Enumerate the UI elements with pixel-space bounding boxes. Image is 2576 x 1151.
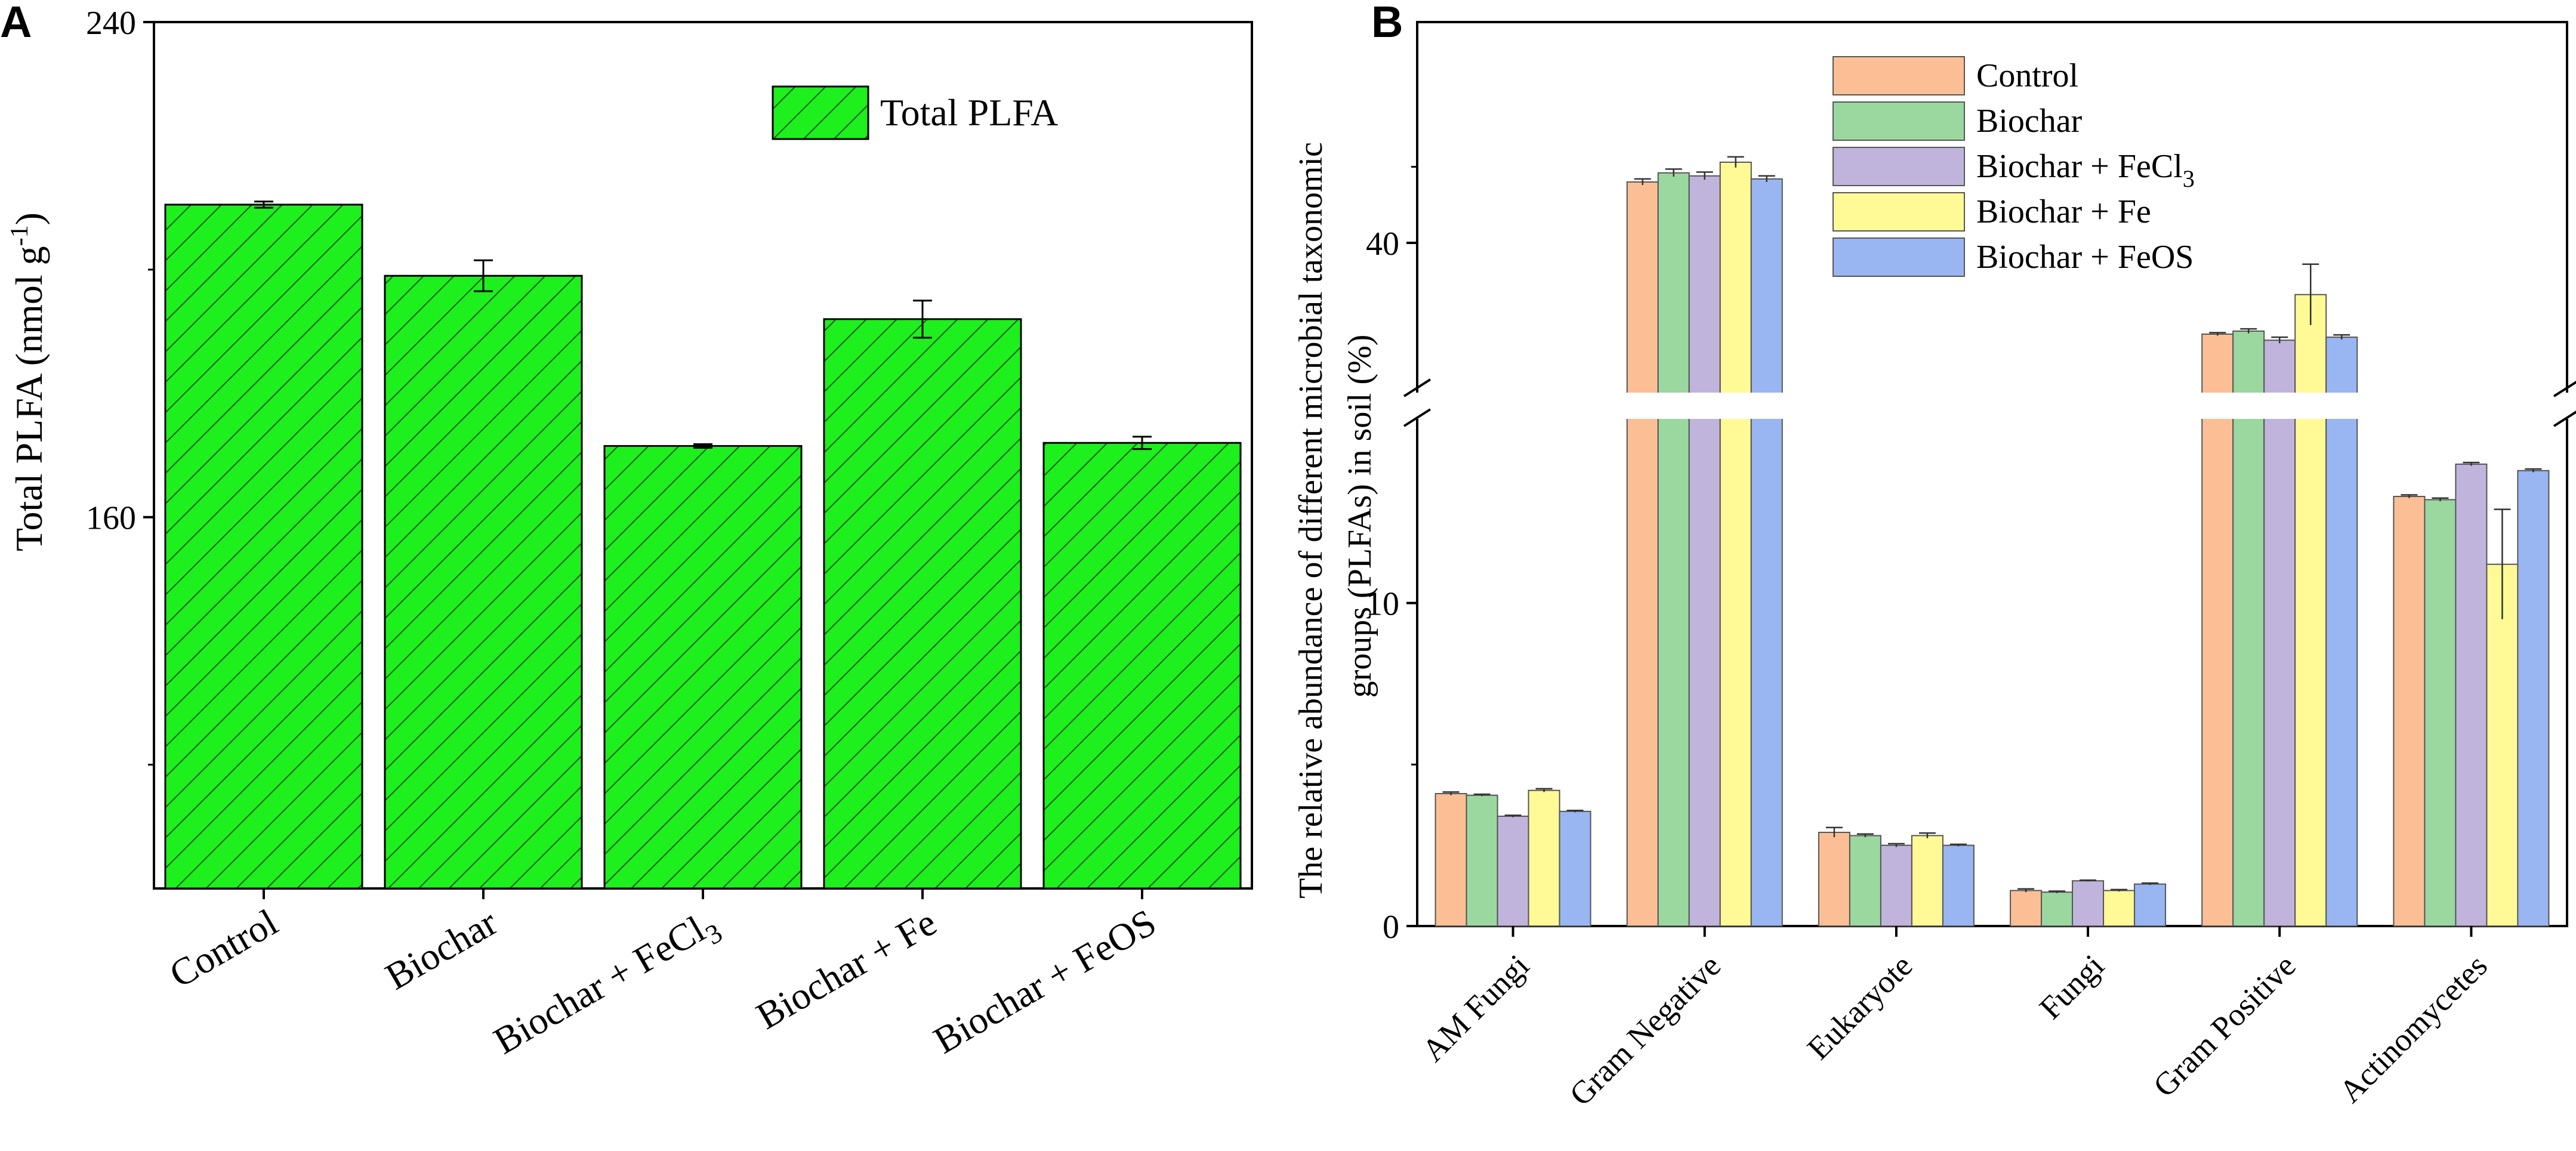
panel-b-bar-biochar — [1849, 835, 1881, 927]
panel-b-bar-biochar — [2424, 499, 2457, 927]
panel-b-bar-biochar — [1466, 794, 1498, 927]
panel-b-legend-swatch — [1832, 192, 1965, 232]
panel-b-x-tick-label: Gram Negative — [1563, 948, 1728, 1113]
panel-a-x-tick-label: Biochar + FeOS — [927, 901, 1163, 1062]
panel-a-x-tick-label: Biochar + Fe — [749, 901, 943, 1038]
panel-b-y-tick-label: 0 — [1383, 909, 1399, 946]
panel-b-axis-break-mark — [1403, 378, 1432, 397]
panel-b-x-tick-label: Eukaryote — [1800, 948, 1919, 1066]
panel-b-legend-label: Control — [1976, 57, 2078, 94]
panel-b-bar-biochar-feos — [2325, 337, 2358, 927]
panel-b-y-tick-label: 10 — [1366, 586, 1399, 623]
panel-b-legend-swatch — [1832, 56, 1965, 95]
panel-b-legend-label-text: Biochar + FeCl — [1976, 148, 2183, 185]
panel-b-legend-label-text: Control — [1976, 57, 2078, 94]
panel-b-legend-swatch — [1832, 237, 1965, 277]
panel-b-bar-biochar-fe — [2486, 563, 2519, 927]
panel-a-bar — [603, 445, 803, 890]
panel-a-x-tick-label: Biochar — [378, 901, 504, 998]
panel-b-legend-swatch — [1832, 147, 1965, 186]
panel-b-bar-biochar-fe — [2103, 890, 2136, 927]
panel-b-bar-biochar-fe — [1911, 835, 1943, 927]
panel-b-ylabel-line1: The relative abundance of different micr… — [1292, 142, 1329, 899]
panel-a-legend-label: Total PLFA — [880, 91, 1058, 134]
panel-b-chart: 0 10 40 AM Fungi Gram Negative Eukaryote Fungi… — [1366, 21, 2576, 1113]
panel-b-axis-break-mark — [1403, 408, 1432, 427]
panel-b-bar-biochar-fecl — [2455, 463, 2488, 927]
panel-b-bar-biochar-feos — [1942, 844, 1975, 927]
panel-b-bar-biochar-feos — [1559, 810, 1591, 927]
panel-a-ylabel-sup: -1 — [6, 225, 33, 246]
panel-a-y-tick-label: 160 — [86, 500, 136, 537]
panel-b-legend-label-text: Biochar + FeOS — [1976, 239, 2194, 276]
panel-b-legend-label: Biochar + Fe — [1976, 193, 2151, 230]
panel-b-bar-biochar-fe — [1528, 789, 1560, 927]
panel-a-legend-swatch — [772, 85, 869, 140]
panel-b-legend-label-text: Biochar + Fe — [1976, 193, 2151, 230]
panel-b-axis-break-band — [1393, 393, 2576, 419]
panel-a-y-tick-label: 240 — [86, 5, 136, 42]
panel-b-bar-biochar-fecl — [1688, 175, 1721, 927]
panel-b-bar-biochar-fecl — [1497, 815, 1529, 927]
panel-b-x-tick-label: Actinomycetes — [2332, 948, 2494, 1109]
panel-b-y-tick-label: 40 — [1366, 226, 1399, 263]
panel-b-bar-biochar — [1657, 172, 1690, 927]
panel-b-bar-control — [1434, 793, 1467, 927]
panel-a-bar — [823, 318, 1022, 890]
panel-b-letter: B — [1371, 0, 1403, 47]
panel-b-bar-biochar-feos — [2517, 470, 2550, 927]
panel-b-x-tick-label: Gram Positive — [2146, 948, 2303, 1104]
panel-a-x-tick-label-text: Biochar — [378, 901, 504, 998]
panel-b-legend-label: Biochar + FeCl3 — [1976, 148, 2195, 192]
panel-b-legend-label-subscript: 3 — [2183, 165, 2195, 192]
panel-b-bar-control — [1818, 832, 1850, 927]
panel-b-legend-label: Biochar — [1976, 103, 2083, 140]
panel-a-x-tick-label-text: Biochar + FeOS — [927, 901, 1163, 1062]
panel-b-x-tick-label: AM Fungi — [1415, 948, 1536, 1069]
panel-b-bar-biochar-fecl — [1880, 844, 1912, 927]
panel-a-letter: A — [0, 0, 32, 47]
panel-b-bar-biochar-fe — [1719, 161, 1752, 927]
panel-a-x-tick-label: Control — [162, 901, 285, 996]
panel-b-legend-label-text: Biochar — [1976, 103, 2083, 140]
panel-a-ylabel-end: ) — [8, 212, 50, 225]
panel-b-legend-label: Biochar + FeOS — [1976, 239, 2194, 276]
panel-b-legend-swatch — [1832, 101, 1965, 141]
panel-b-bar-biochar-fecl — [2263, 340, 2296, 927]
panel-b-bar-control — [1626, 181, 1659, 927]
panel-a-x-tick-label-text: Biochar + Fe — [749, 901, 943, 1038]
panel-a-bar — [164, 203, 363, 890]
panel-b-bar-control — [2201, 334, 2234, 927]
panel-a-bar — [1042, 442, 1242, 890]
panel-a-x-tick-label: Biochar + FeCl3 — [486, 901, 727, 1069]
panel-b-bar-control — [2010, 890, 2043, 927]
panel-a-x-tick-label-text: Control — [162, 901, 285, 996]
panel-b-bar-biochar-fecl — [2072, 880, 2105, 927]
panel-b-bar-biochar — [2232, 330, 2265, 927]
panel-a-ylabel-main: Total PLFA (nmol g — [8, 246, 50, 551]
panel-a-x-tick-label-text: Biochar + FeCl — [486, 908, 712, 1062]
panel-a-y-axis-title: Total PLFA (nmol g-1) — [6, 212, 50, 551]
panel-b-bar-biochar-fe — [2294, 294, 2327, 927]
panel-b-y-axis-title: The relative abundance of different micr… — [1292, 134, 1378, 899]
panel-b-bar-biochar-feos — [2134, 883, 2167, 927]
panel-a-bar — [384, 274, 583, 890]
panel-b-bar-biochar-feos — [1750, 178, 1783, 927]
panel-b-bar-control — [2393, 496, 2426, 927]
panel-b-bar-biochar — [2041, 891, 2074, 927]
panel-b-x-tick-label: Fungi — [2032, 948, 2111, 1026]
panel-b-plot-frame — [1416, 21, 2568, 927]
panel-b-ylabel-line2: groups (PLFAs) in soil (%) — [1341, 335, 1378, 698]
